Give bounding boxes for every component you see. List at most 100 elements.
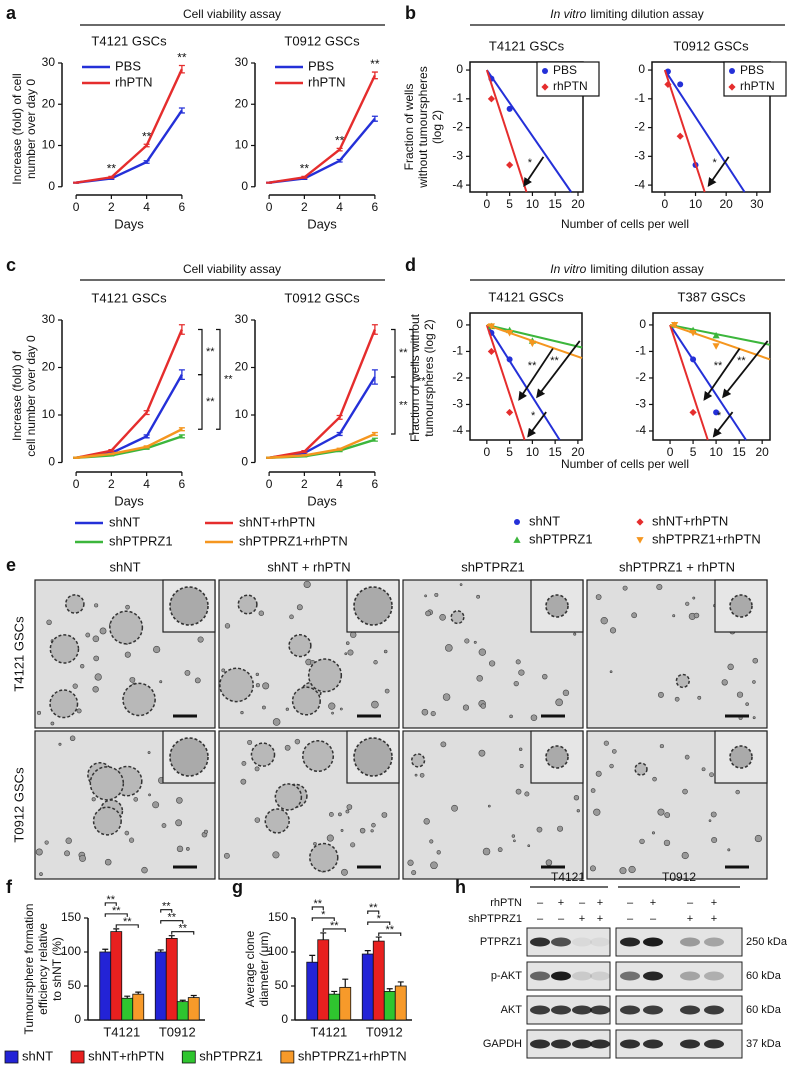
cell: [254, 766, 260, 772]
point: [664, 80, 672, 89]
cell: [240, 778, 247, 785]
error-bar: [336, 414, 343, 420]
cell: [480, 703, 486, 709]
sphere: [291, 686, 321, 716]
error-bar: [143, 410, 150, 416]
x-tick-label: 0: [266, 200, 273, 214]
error-bar: [179, 999, 186, 1002]
cell: [258, 610, 265, 616]
cell: [44, 840, 49, 845]
cell: [664, 812, 671, 818]
legend-label: shNT+rhPTN: [652, 513, 728, 528]
error-bar: [371, 431, 378, 437]
y-tick-label: -1: [452, 344, 463, 358]
y-tick-label: 100: [268, 944, 288, 958]
cell: [573, 632, 577, 636]
cell: [72, 683, 78, 689]
band: [680, 971, 700, 981]
sphere: [309, 842, 339, 873]
cell: [46, 619, 52, 625]
cell: [595, 594, 602, 600]
band: [620, 1039, 640, 1049]
legend-marker: [541, 83, 549, 91]
x-tick-label: 4: [336, 200, 343, 214]
inset: [714, 579, 768, 633]
cell: [124, 651, 131, 658]
sphere: [274, 783, 303, 811]
series-line: [75, 68, 183, 184]
cell: [344, 652, 348, 656]
x-axis-label: Days: [307, 216, 337, 231]
error-bar: [108, 175, 115, 179]
error-bar: [178, 434, 185, 439]
error-bar: [375, 936, 382, 942]
cell: [439, 614, 446, 621]
cell: [657, 808, 665, 816]
y-tick-label: 30: [235, 312, 249, 326]
band: [680, 1005, 700, 1015]
band: [572, 971, 592, 981]
bracket: [216, 328, 221, 430]
bracket: [378, 932, 402, 937]
cell: [609, 670, 613, 674]
cell: [489, 660, 496, 667]
plot-frame: [652, 312, 771, 441]
cell: [595, 770, 602, 777]
cell: [589, 865, 596, 872]
legend-label: shNT+rhPTN: [88, 1048, 164, 1063]
x-tick-label: 5: [506, 197, 513, 211]
chart-subtitle: T4121 GSCs: [488, 289, 564, 304]
sphere: [634, 762, 648, 776]
point: [690, 356, 697, 363]
cell: [383, 649, 388, 654]
cell: [175, 819, 183, 827]
treatment-sign: –: [650, 913, 657, 925]
sphere: [450, 610, 465, 625]
treatment-sign: +: [711, 913, 717, 925]
band: [643, 937, 663, 947]
cell: [609, 627, 617, 634]
cell: [451, 804, 458, 812]
y-axis-label: efficiency relative: [36, 923, 50, 1015]
cell: [430, 861, 438, 870]
cell: [350, 631, 357, 638]
significance: *: [531, 410, 536, 422]
legend-marker: [542, 68, 548, 74]
y-tick-label: -1: [452, 91, 463, 105]
treatment-sign: +: [558, 897, 564, 909]
significance: **: [123, 916, 132, 928]
treatment-sign: –: [627, 913, 634, 925]
legend-label: PBS: [553, 63, 577, 77]
band: [590, 937, 610, 947]
panel-letter: h: [455, 877, 466, 897]
panel-header: Cell viability assay: [183, 7, 281, 21]
y-tick-label: 0: [639, 317, 646, 331]
x-tick-label: 10: [526, 197, 540, 211]
cell: [721, 679, 728, 686]
error-bar: [73, 456, 80, 459]
cell: [65, 837, 72, 844]
legend-label: rhPTN: [740, 79, 775, 93]
cell: [603, 740, 609, 746]
series-line: [75, 428, 183, 459]
sphere: [92, 806, 122, 836]
cell: [710, 811, 717, 818]
band: [620, 1005, 640, 1015]
error-bar: [371, 324, 378, 335]
error-bar: [73, 181, 80, 184]
x-tick-label: T0912: [159, 1024, 196, 1039]
group-label: T0912: [662, 870, 696, 884]
significance: **: [370, 57, 380, 71]
panel-header: In vitro limiting dilution assay: [550, 262, 703, 276]
arrow: [707, 156, 730, 187]
cell: [76, 708, 82, 714]
bar: [361, 953, 374, 1021]
x-tick-label: 10: [709, 445, 723, 459]
bar: [99, 951, 112, 1021]
arrow: [527, 411, 547, 438]
cell: [347, 649, 354, 656]
cell: [184, 670, 191, 676]
cell: [414, 773, 418, 777]
y-tick-label: -2: [634, 120, 645, 134]
